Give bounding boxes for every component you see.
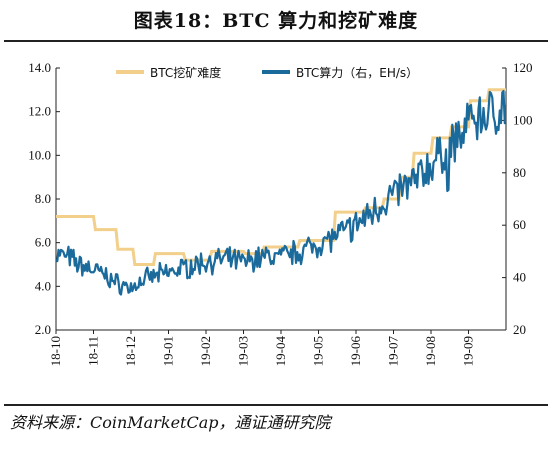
y-left-tick-label: 2.0 bbox=[35, 322, 51, 337]
title-divider bbox=[4, 40, 548, 42]
y-left-tick-label: 6.0 bbox=[35, 235, 51, 250]
series-line-hashrate bbox=[56, 89, 506, 296]
y-right-tick-label: 100 bbox=[513, 112, 533, 127]
y-right-tick-label: 20 bbox=[513, 322, 526, 337]
x-tick-label: 19-09 bbox=[461, 336, 476, 366]
x-tick-label: 19-08 bbox=[423, 336, 438, 366]
x-tick-label: 18-12 bbox=[123, 336, 138, 366]
x-tick-label: 19-07 bbox=[386, 336, 401, 367]
y-right-tick-label: 80 bbox=[513, 165, 526, 180]
y-left-tick-label: 10.0 bbox=[28, 147, 51, 162]
y-right-tick-label: 40 bbox=[513, 270, 526, 285]
x-tick-label: 19-04 bbox=[273, 336, 288, 367]
y-right-tick-label: 60 bbox=[513, 217, 526, 232]
legend-label-hashrate: BTC算力（右，EH/s） bbox=[296, 65, 418, 80]
x-tick-label: 18-10 bbox=[48, 336, 63, 366]
source-divider bbox=[4, 404, 548, 406]
x-tick-label: 19-05 bbox=[311, 336, 326, 366]
y-right-tick-label: 120 bbox=[513, 60, 533, 75]
x-tick-label: 19-01 bbox=[161, 336, 176, 366]
x-tick-label: 19-03 bbox=[236, 336, 251, 366]
series-line-difficulty bbox=[56, 88, 506, 266]
x-tick-label: 19-06 bbox=[348, 336, 363, 367]
source-note: 资料来源：CoinMarketCap，通证通研究院 bbox=[10, 413, 331, 432]
chart: 2.0 4.0 6.0 8.0 10.0 12.0 14.0 20 40 60 80 100 120 18… bbox=[28, 60, 532, 366]
y-left-tick-label: 8.0 bbox=[35, 191, 51, 206]
y-left-tick-label: 4.0 bbox=[35, 278, 51, 293]
legend-label-difficulty: BTC挖矿难度 bbox=[150, 65, 221, 80]
x-tick-label: 18-11 bbox=[86, 336, 101, 366]
y-left-tick-label: 12.0 bbox=[28, 104, 51, 119]
chart-title: 图表18：BTC 算力和挖矿难度 bbox=[133, 10, 419, 32]
x-tick-label: 19-02 bbox=[198, 336, 213, 366]
legend: BTC挖矿难度 BTC算力（右，EH/s） bbox=[116, 65, 418, 80]
series-layer bbox=[56, 88, 506, 296]
axes: 2.0 4.0 6.0 8.0 10.0 12.0 14.0 20 40 60 80 100 120 18… bbox=[28, 60, 532, 366]
y-left-tick-label: 14.0 bbox=[28, 60, 51, 75]
